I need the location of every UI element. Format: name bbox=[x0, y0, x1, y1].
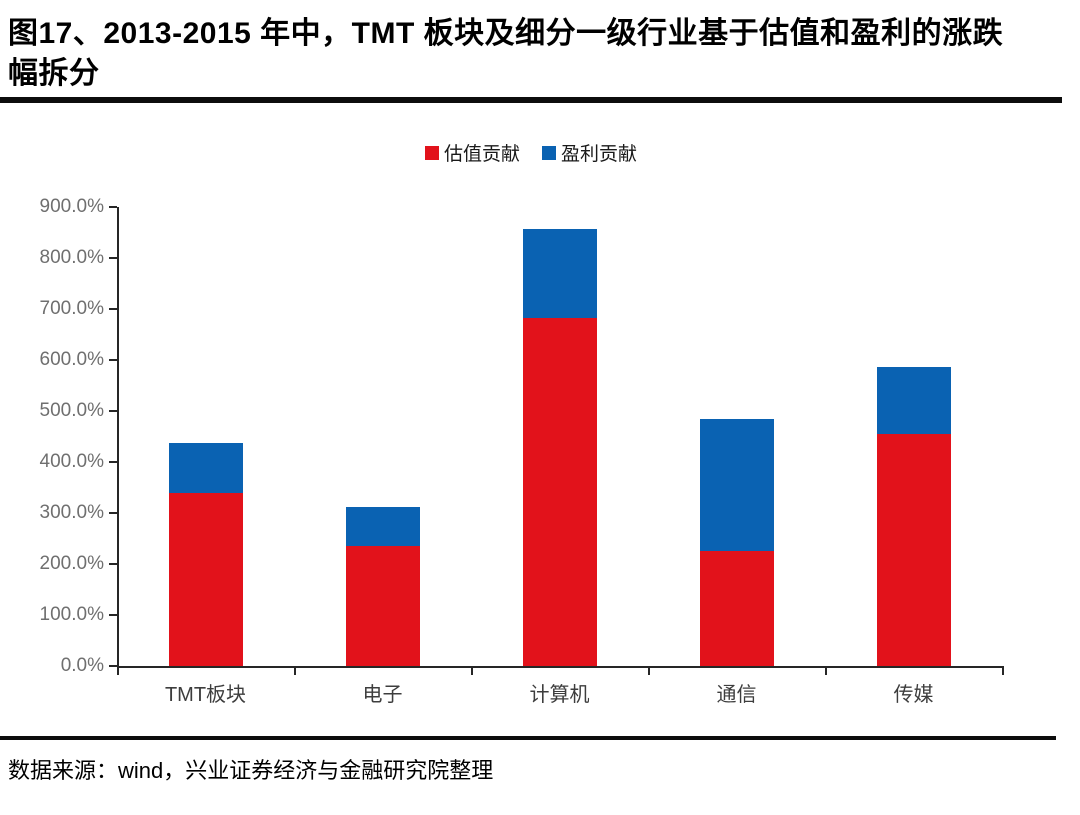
x-axis-category-label: 电子 bbox=[362, 684, 403, 706]
title-separator-rule bbox=[0, 97, 1062, 103]
legend-label: 估值贡献 bbox=[443, 144, 520, 165]
x-axis-line bbox=[117, 666, 1004, 668]
y-axis-tick-label: 900.0% bbox=[39, 196, 104, 217]
y-axis-tick-label: 300.0% bbox=[39, 502, 104, 523]
y-axis-tick bbox=[109, 206, 117, 208]
x-axis-tick bbox=[117, 666, 119, 675]
y-axis-tick-label: 100.0% bbox=[39, 604, 104, 625]
y-axis-tick-label: 0.0% bbox=[60, 655, 104, 676]
legend-swatch-icon bbox=[542, 145, 556, 160]
x-axis-tick bbox=[648, 666, 650, 675]
y-axis-tick-label: 500.0% bbox=[39, 400, 104, 421]
y-axis-tick bbox=[109, 614, 117, 616]
bar-segment-通信-盈利贡献 bbox=[699, 418, 774, 552]
legend-label: 盈利贡献 bbox=[561, 144, 638, 165]
bar-segment-计算机-估值贡献 bbox=[522, 317, 597, 666]
bar-segment-TMT板块-估值贡献 bbox=[168, 492, 243, 666]
y-axis-tick bbox=[109, 665, 117, 667]
x-axis-tick bbox=[825, 666, 827, 675]
bar-segment-TMT板块-盈利贡献 bbox=[168, 442, 243, 493]
bar-segment-传媒-估值贡献 bbox=[876, 433, 951, 666]
y-axis-tick-label: 400.0% bbox=[39, 451, 104, 472]
y-axis-tick bbox=[109, 410, 117, 412]
chart-legend: 估值贡献 盈利贡献 bbox=[0, 139, 1062, 166]
source-separator-rule bbox=[0, 736, 1056, 740]
y-axis-tick bbox=[109, 308, 117, 310]
y-axis-tick-label: 700.0% bbox=[39, 298, 104, 319]
y-axis-tick bbox=[109, 512, 117, 514]
bar-segment-通信-估值贡献 bbox=[699, 551, 774, 666]
x-axis-tick bbox=[294, 666, 296, 675]
bar-segment-电子-盈利贡献 bbox=[345, 506, 420, 547]
y-axis-tick bbox=[109, 461, 117, 463]
legend-swatch-icon bbox=[424, 145, 439, 160]
x-axis-tick bbox=[1002, 666, 1004, 675]
x-axis-category-label: 传媒 bbox=[893, 684, 934, 706]
y-axis-tick-label: 800.0% bbox=[39, 247, 104, 268]
legend-item-1: 盈利贡献 bbox=[542, 139, 637, 166]
figure-title: 图17、2013-2015 年中，TMT 板块及细分一级行业基于估值和盈利的涨跌… bbox=[8, 17, 1004, 90]
x-axis-tick bbox=[471, 666, 473, 675]
y-axis-tick-label: 600.0% bbox=[39, 349, 104, 370]
data-source: 数据来源：wind，兴业证券经济与金融研究院整理 bbox=[8, 758, 494, 783]
y-axis-line bbox=[117, 207, 119, 668]
x-axis-category-label: 通信 bbox=[716, 684, 757, 706]
bar-segment-电子-估值贡献 bbox=[345, 546, 420, 666]
x-axis-category-label: 计算机 bbox=[529, 684, 590, 706]
x-axis-category-label: TMT板块 bbox=[164, 684, 247, 706]
bar-segment-传媒-盈利贡献 bbox=[876, 367, 951, 434]
y-axis-tick bbox=[109, 257, 117, 259]
y-axis-tick-label: 200.0% bbox=[39, 553, 104, 574]
y-axis-tick bbox=[109, 563, 117, 565]
y-axis-tick bbox=[109, 359, 117, 361]
bar-segment-计算机-盈利贡献 bbox=[522, 228, 597, 318]
legend-item-0: 估值贡献 bbox=[424, 139, 520, 166]
